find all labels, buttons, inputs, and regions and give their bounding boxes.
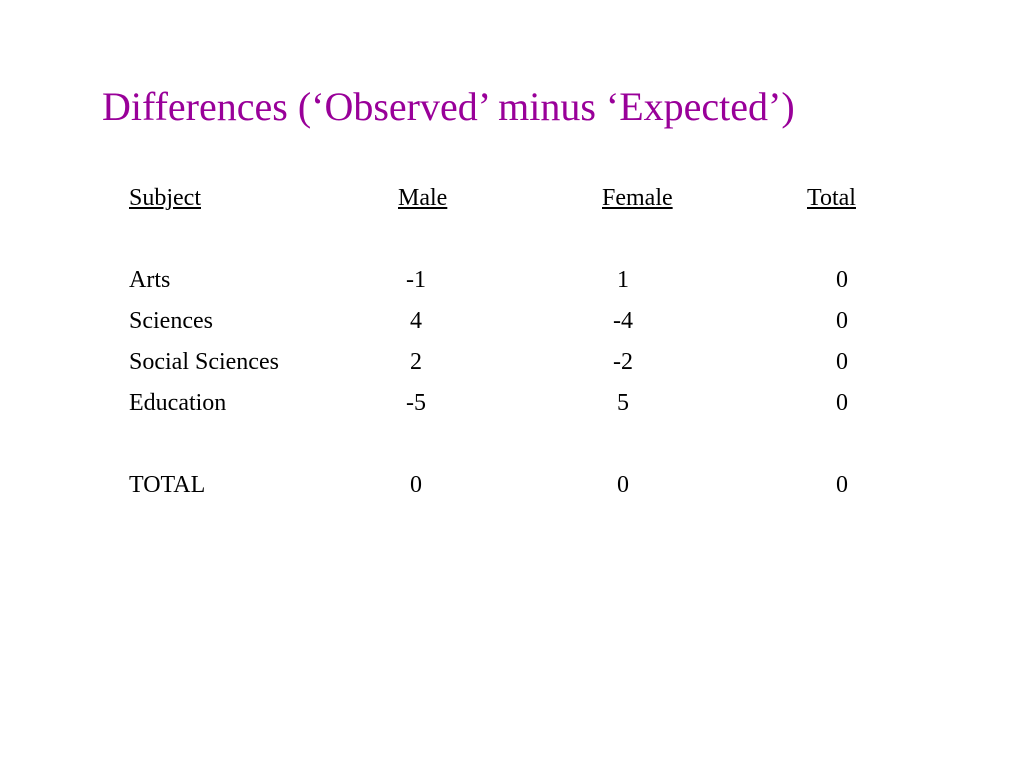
row-female-value: 5 xyxy=(617,390,629,416)
header-subject: Subject xyxy=(129,185,201,211)
total-row-male-value: 0 xyxy=(410,472,422,498)
row-male-value: -5 xyxy=(406,390,426,416)
row-total-value: 0 xyxy=(836,267,848,293)
row-subject: Social Sciences xyxy=(129,349,279,375)
row-male-value: 4 xyxy=(410,308,422,334)
row-female-value: 1 xyxy=(617,267,629,293)
row-total-value: 0 xyxy=(836,308,848,334)
row-female-value: -2 xyxy=(613,349,633,375)
row-subject: Sciences xyxy=(129,308,213,334)
row-total-value: 0 xyxy=(836,390,848,416)
row-male-value: -1 xyxy=(406,267,426,293)
row-female-value: -4 xyxy=(613,308,633,334)
header-female: Female xyxy=(602,185,673,211)
row-subject: Arts xyxy=(129,267,171,293)
total-row-female-value: 0 xyxy=(617,472,629,498)
row-male-value: 2 xyxy=(410,349,422,375)
row-total-value: 0 xyxy=(836,349,848,375)
total-row-label: TOTAL xyxy=(129,472,206,498)
header-total: Total xyxy=(807,185,856,211)
row-subject: Education xyxy=(129,390,227,416)
total-row-total-value: 0 xyxy=(836,472,848,498)
header-male: Male xyxy=(398,185,448,211)
slide-title: Differences (‘Observed’ minus ‘Expected’… xyxy=(102,84,795,129)
